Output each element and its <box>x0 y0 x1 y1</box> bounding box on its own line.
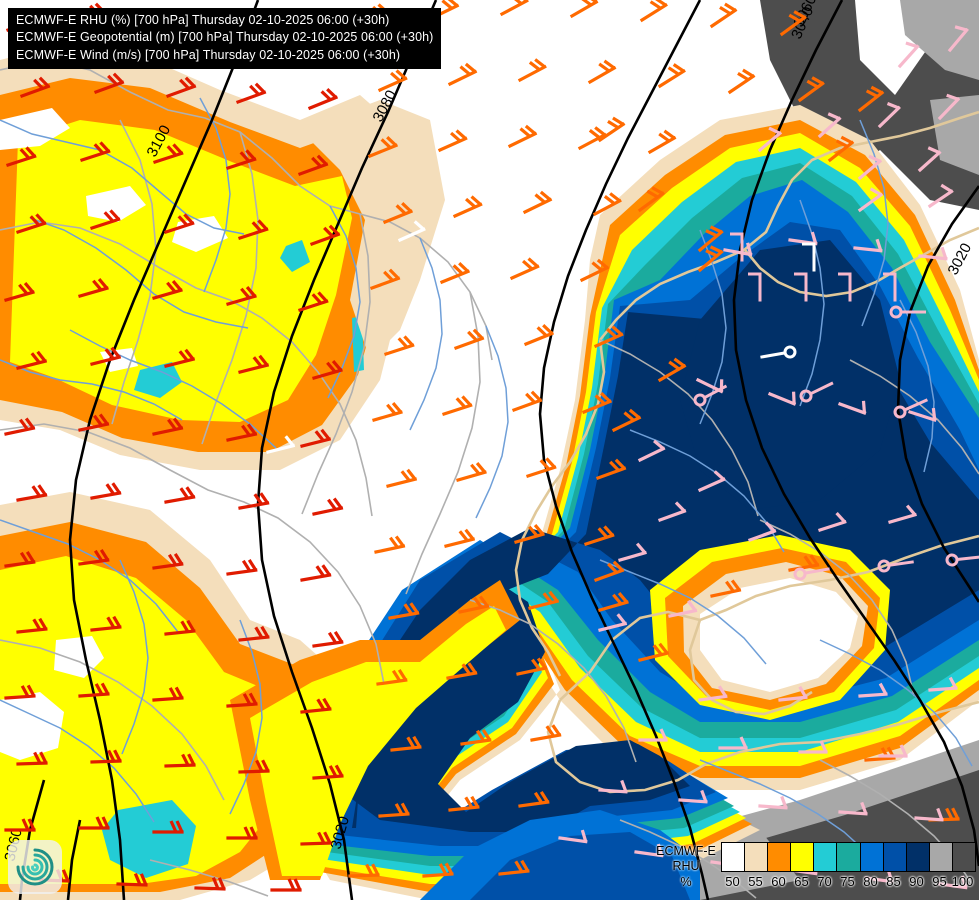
legend-swatch-55 <box>745 843 769 871</box>
map-title-block: ECMWF-E RHU (%) [700 hPa] Thursday 02-10… <box>8 8 442 69</box>
title-line-wind: ECMWF-E Wind (m/s) [700 hPa] Thursday 02… <box>16 47 401 62</box>
provider-logo <box>8 840 62 894</box>
title-line-geopotential: ECMWF-E Geopotential (m) [700 hPa] Thurs… <box>16 30 434 45</box>
legend-color-swatches <box>721 842 976 872</box>
legend-tick-80: 80 <box>863 874 878 889</box>
geopotential-contours <box>18 0 979 900</box>
legend-swatch-75 <box>837 843 861 871</box>
legend-swatch-65 <box>791 843 815 871</box>
legend-swatch-90 <box>906 843 930 871</box>
legend-swatch-70 <box>814 843 838 871</box>
legend-tick-75: 75 <box>840 874 855 889</box>
legend-title-line2: RHU <box>672 859 700 874</box>
legend-tick-55: 55 <box>748 874 763 889</box>
legend-swatch-80 <box>860 843 884 871</box>
title-line-rhu: ECMWF-E RHU (%) [700 hPa] Thursday 02-10… <box>16 13 390 27</box>
legend-tick-100: 100 <box>951 874 974 889</box>
legend-title: ECMWF-E RHU % <box>651 842 721 890</box>
legend-swatch-95 <box>929 843 953 871</box>
legend-tick-labels: 50 55 60 65 70 75 80 85 90 95 100 <box>721 872 974 892</box>
legend-bars: 50 55 60 65 70 75 80 85 90 95 100 <box>721 842 979 892</box>
legend-tick-60: 60 <box>771 874 786 889</box>
legend-tick-70: 70 <box>817 874 832 889</box>
legend-tick-65: 65 <box>794 874 809 889</box>
legend-swatch-85 <box>883 843 907 871</box>
legend-swatch-50 <box>722 843 746 871</box>
legend-title-line1: ECMWF-E <box>656 844 716 858</box>
rhu-legend: ECMWF-E RHU % 50 55 60 65 70 75 80 85 90 95 100 <box>651 842 979 900</box>
map-geography <box>0 59 979 899</box>
legend-tick-85: 85 <box>886 874 901 889</box>
swirl-logo-icon <box>16 848 54 886</box>
legend-tick-50: 50 <box>725 874 740 889</box>
legend-tick-90: 90 <box>909 874 924 889</box>
legend-unit: % <box>680 874 692 889</box>
legend-swatch-100 <box>952 843 976 871</box>
legend-swatch-60 <box>768 843 792 871</box>
legend-tick-95: 95 <box>932 874 947 889</box>
